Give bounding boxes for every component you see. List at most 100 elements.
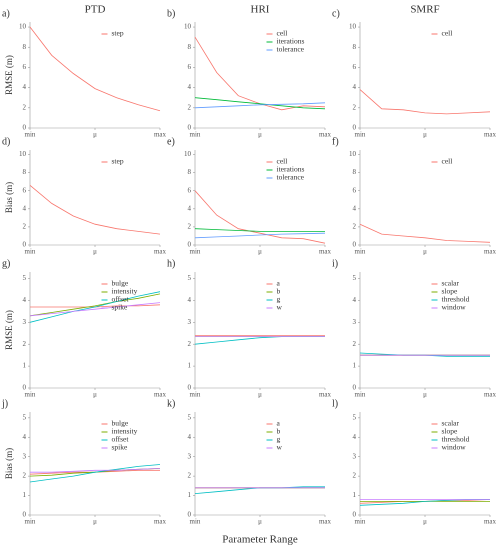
y-tick-label: 1: [353, 491, 357, 499]
x-tick-label: max: [319, 391, 332, 399]
y-tick-label: 4: [188, 433, 192, 441]
y-tick-label: 0: [353, 124, 357, 132]
y-tick-label: 8: [23, 168, 27, 176]
series-line: [359, 89, 491, 115]
panel-label: k): [167, 398, 175, 409]
y-tick-label: 4: [353, 204, 357, 212]
legend-label: window: [442, 443, 467, 452]
x-tick-label: μ: [258, 518, 262, 526]
y-tick-label: 3: [353, 452, 357, 460]
series-line: [194, 36, 326, 111]
y-tick-label: 10: [19, 150, 27, 158]
legend-label: cell: [442, 157, 453, 166]
y-tick-label: 0: [353, 384, 357, 392]
series-line: [29, 291, 161, 323]
x-tick-label: max: [154, 131, 167, 139]
legend-label: threshold: [442, 295, 470, 304]
y-tick-label: 0: [23, 384, 27, 392]
y-tick-label: 8: [23, 43, 27, 51]
column-title: SMRF: [410, 4, 439, 16]
legend-label: tolerance: [277, 173, 305, 182]
x-tick-label: max: [154, 518, 167, 526]
y-axis-title: Bias (m): [4, 448, 14, 479]
y-tick-label: 0: [353, 241, 357, 249]
panel-label: f): [332, 136, 339, 147]
y-tick-label: 0: [188, 241, 192, 249]
y-tick-label: 3: [188, 318, 192, 326]
y-tick-label: 2: [188, 340, 192, 348]
legend-label: w: [277, 303, 283, 312]
y-tick-label: 5: [353, 274, 357, 282]
y-tick-label: 2: [188, 472, 192, 480]
y-tick-label: 6: [23, 63, 27, 71]
legend-label: cell: [442, 29, 453, 38]
series-line: [194, 232, 326, 239]
x-tick-label: μ: [258, 248, 262, 256]
x-tick-label: min: [190, 518, 201, 526]
panel-label: a): [2, 8, 10, 19]
legend-label: scalar: [442, 419, 460, 428]
y-tick-label: 5: [23, 413, 27, 421]
y-tick-label: 0: [23, 124, 27, 132]
y-tick-label: 2: [23, 103, 27, 111]
legend-label: intensity: [112, 287, 138, 296]
x-tick-label: min: [355, 248, 366, 256]
y-tick-label: 10: [184, 150, 192, 158]
y-tick-label: 3: [23, 318, 27, 326]
series-line: [194, 228, 325, 232]
legend-label: bulge: [112, 279, 129, 288]
x-tick-label: μ: [423, 518, 427, 526]
series-line: [359, 223, 491, 243]
x-tick-label: max: [319, 248, 332, 256]
y-axis-title: RMSE (m): [4, 310, 14, 350]
y-tick-label: 4: [353, 83, 357, 91]
y-tick-label: 4: [23, 204, 27, 212]
y-tick-label: 10: [19, 23, 27, 31]
panel-label: e): [167, 136, 175, 147]
y-tick-label: 2: [353, 103, 357, 111]
x-tick-label: μ: [423, 248, 427, 256]
legend-label: step: [112, 29, 124, 38]
x-tick-label: max: [484, 391, 497, 399]
y-tick-label: 6: [188, 63, 192, 71]
y-tick-label: 2: [188, 103, 192, 111]
y-tick-label: 1: [188, 491, 192, 499]
y-tick-label: 3: [188, 452, 192, 460]
legend-label: b: [277, 287, 281, 296]
series-line: [194, 336, 325, 345]
x-tick-label: μ: [93, 391, 97, 399]
x-tick-label: min: [355, 391, 366, 399]
legend-label: b: [277, 427, 281, 436]
series-line: [194, 97, 326, 110]
legend-label: offset: [112, 435, 130, 444]
panel-label: l): [332, 398, 338, 409]
legend-label: iterations: [277, 165, 305, 174]
legend-label: iterations: [277, 37, 305, 46]
y-tick-label: 4: [353, 433, 357, 441]
x-tick-label: μ: [93, 518, 97, 526]
x-tick-label: μ: [93, 248, 97, 256]
y-tick-label: 4: [188, 83, 192, 91]
x-tick-label: min: [355, 518, 366, 526]
legend-label: cell: [277, 29, 288, 38]
series-line: [29, 293, 161, 317]
x-tick-label: μ: [423, 391, 427, 399]
x-axis-title: Parameter Range: [222, 534, 298, 546]
y-tick-label: 8: [188, 168, 192, 176]
x-tick-label: μ: [258, 391, 262, 399]
y-tick-label: 2: [353, 472, 357, 480]
x-tick-label: min: [25, 391, 36, 399]
legend-label: w: [277, 443, 283, 452]
series-line: [359, 352, 490, 357]
legend-label: a: [277, 279, 281, 288]
y-tick-label: 2: [353, 223, 357, 231]
x-tick-label: min: [25, 518, 36, 526]
x-tick-label: max: [484, 518, 497, 526]
legend-label: slope: [442, 427, 459, 436]
y-tick-label: 1: [188, 362, 192, 370]
y-tick-label: 1: [23, 362, 27, 370]
y-tick-label: 8: [353, 168, 357, 176]
y-tick-label: 10: [349, 23, 357, 31]
legend-label: window: [442, 303, 467, 312]
panel-label: j): [1, 398, 8, 409]
